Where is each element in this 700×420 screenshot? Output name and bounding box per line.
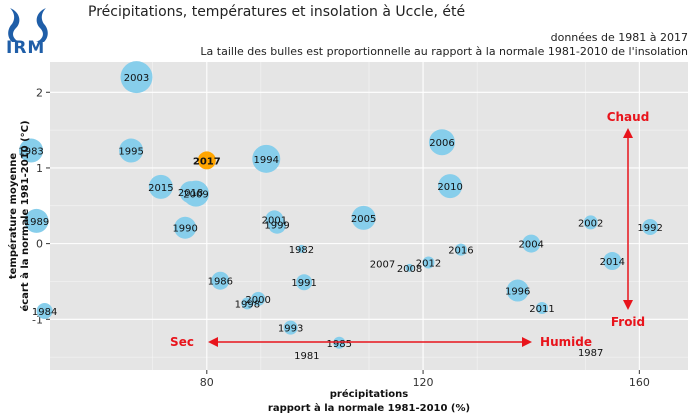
point-label-2006: 2006: [429, 138, 454, 149]
bubble-1991: [296, 274, 313, 291]
point-label-1994: 1994: [254, 155, 279, 166]
point-label-1998: 1998: [235, 299, 260, 310]
bubble-1989: [24, 208, 49, 233]
y-axis-title-line1: température moyenne: [7, 153, 19, 280]
bubble-2012: [422, 256, 435, 269]
humidity-arrow-left-head: [208, 337, 218, 347]
bubble-2015: [148, 174, 173, 199]
point-label-2004: 2004: [518, 240, 543, 251]
point-label-2012: 2012: [416, 259, 441, 270]
point-label-1986: 1986: [208, 277, 233, 288]
point-label-1995: 1995: [118, 147, 143, 158]
point-label-1999: 1999: [264, 221, 289, 232]
point-label-2015: 2015: [148, 183, 173, 194]
point-labels: 1981 1982 1983 1984 1985 1986 1987 1989 1990 1991…: [18, 73, 663, 362]
point-label-2008: 2008: [397, 264, 422, 275]
bubbles: [19, 61, 659, 349]
bubble-2001: [265, 210, 284, 229]
bubble-1998: [241, 297, 254, 310]
grid-lines: [50, 62, 688, 370]
bubble-2011: [536, 301, 549, 314]
annotation-chaud: Chaud: [607, 110, 650, 124]
point-label-2017: 2017: [193, 156, 221, 167]
bubble-2004: [522, 234, 541, 253]
humidity-arrow-right-head: [522, 337, 532, 347]
x-tick-label: 160: [629, 376, 650, 389]
x-tick-label: 120: [413, 376, 434, 389]
point-label-1983: 1983: [18, 147, 43, 158]
point-label-2010: 2010: [437, 182, 462, 193]
bubble-1984: [36, 302, 53, 319]
chart-subtitle-period: données de 1981 à 2017: [550, 31, 688, 44]
bubble-2017: [197, 151, 216, 170]
annotations: Sec Humide Chaud Froid: [170, 110, 649, 349]
irm-logo-text: IRM: [6, 38, 46, 58]
point-label-1987: 1987: [578, 348, 603, 359]
bubble-2003: [120, 61, 153, 94]
point-label-1991: 1991: [291, 278, 316, 289]
bubble-2002: [583, 215, 598, 230]
bubble-1995: [119, 138, 144, 163]
temperature-arrow-bottom-head: [623, 300, 633, 310]
bubble-2006: [428, 129, 455, 156]
bubble-2010: [438, 174, 463, 199]
point-label-1992: 1992: [637, 223, 662, 234]
point-label-2001: 2001: [262, 215, 287, 226]
bubble-1985: [333, 336, 346, 349]
bubble-1992: [642, 218, 659, 235]
point-label-2014: 2014: [600, 257, 625, 268]
bubble-1982: [297, 244, 306, 253]
axis-ticks: 80 120 160 -1 0 1 2: [32, 86, 650, 389]
bubble-1996: [506, 279, 529, 302]
temperature-arrow-top-head: [623, 128, 633, 138]
bubble-2005: [351, 205, 376, 230]
bubble-2000: [251, 291, 266, 306]
bubble-2018: [179, 181, 202, 204]
y-tick-label: -1: [32, 313, 43, 326]
bubble-2016: [454, 243, 467, 256]
bubble-2008: [405, 263, 414, 272]
point-label-1990: 1990: [172, 224, 197, 235]
point-label-1982: 1982: [289, 245, 314, 256]
bubble-2014: [603, 252, 622, 271]
point-label-2009: 2009: [183, 190, 208, 201]
point-label-2002: 2002: [578, 218, 603, 229]
point-label-2016: 2016: [448, 246, 473, 257]
point-label-1993: 1993: [278, 324, 303, 335]
annotation-sec: Sec: [170, 335, 194, 349]
irm-logo-icon: [8, 8, 48, 42]
x-axis-title-line1: précipitations: [330, 388, 409, 400]
point-label-1996: 1996: [505, 287, 530, 298]
y-tick-label: 2: [36, 86, 43, 99]
bubble-1993: [283, 320, 298, 335]
y-axis-title-line2: écart à la normale 1981-2010 (°C): [19, 120, 31, 311]
point-label-1981: 1981: [294, 351, 319, 362]
point-label-2018: 2018: [178, 188, 203, 199]
y-tick-label: 0: [36, 238, 43, 251]
annotation-humide: Humide: [540, 335, 592, 349]
annotation-froid: Froid: [611, 315, 645, 329]
bubble-1986: [211, 271, 230, 290]
point-label-2007: 2007: [370, 259, 395, 270]
point-label-2011: 2011: [529, 304, 554, 315]
chart-title: Précipitations, températures et insolati…: [88, 4, 466, 20]
point-label-2000: 2000: [245, 295, 270, 306]
point-label-1984: 1984: [32, 307, 57, 318]
point-label-2003: 2003: [124, 73, 149, 84]
y-tick-label: 1: [36, 162, 43, 175]
point-label-1989: 1989: [24, 217, 49, 228]
chart-subtitle-bubbles: La taille des bulles est proportionnelle…: [200, 45, 688, 58]
x-tick-label: 80: [200, 376, 214, 389]
x-axis-title-line2: rapport à la normale 1981-2010 (%): [268, 402, 470, 414]
bubble-1994: [252, 144, 281, 173]
bubble-1990: [174, 216, 197, 239]
point-label-1985: 1985: [327, 339, 352, 350]
point-label-2005: 2005: [351, 214, 376, 225]
bubble-1983: [19, 138, 44, 163]
